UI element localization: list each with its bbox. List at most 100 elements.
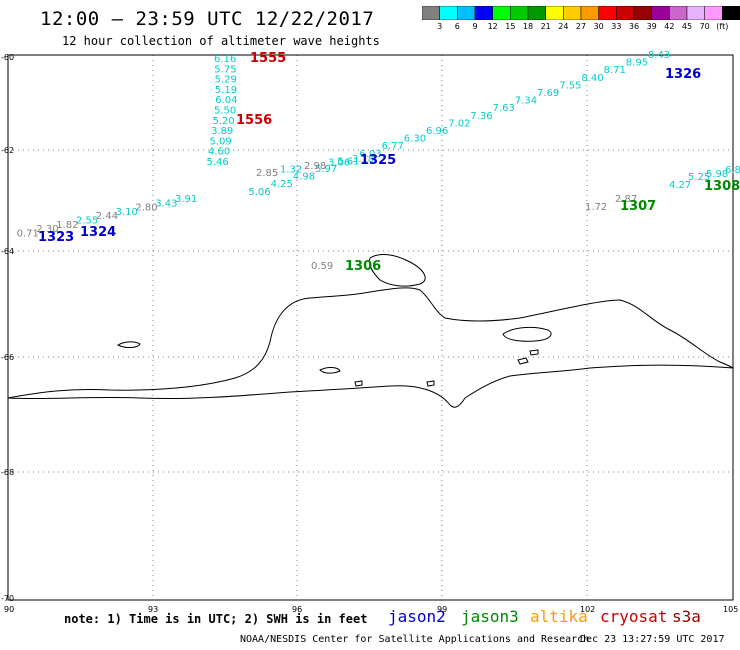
wave-height-value: 1.32 xyxy=(280,165,302,176)
wave-height-value: 4.98 xyxy=(293,172,315,183)
wave-height-value: 3.91 xyxy=(175,194,197,205)
wave-height-value: 7.36 xyxy=(470,111,492,122)
wave-height-value: 5.50 xyxy=(214,106,236,117)
track-time-label: 1556 xyxy=(236,113,272,128)
wave-height-value: 8.43 xyxy=(648,50,670,61)
wave-height-value: 6.04 xyxy=(215,95,237,106)
color-scale-label: 6 xyxy=(454,22,460,31)
lat-label: -62 xyxy=(1,146,14,155)
wave-height-value: 1.72 xyxy=(585,202,607,213)
color-scale-label: 36 xyxy=(628,22,640,31)
lon-label: 96 xyxy=(292,605,302,614)
wave-height-value: 6.77 xyxy=(382,141,404,152)
wave-height-value: 4.25 xyxy=(271,179,293,190)
wave-height-value: 5.25 xyxy=(688,172,710,183)
lon-label: 90 xyxy=(4,605,14,614)
color-scale-label: 70 xyxy=(699,22,710,31)
track-time-label: 1306 xyxy=(345,259,381,274)
color-scale-label: 12 xyxy=(487,22,498,31)
wave-height-value: 5.06 xyxy=(248,187,270,198)
lon-label: 99 xyxy=(437,605,447,614)
wave-height-value: 5.46 xyxy=(207,157,229,168)
wave-height-value: 6.96 xyxy=(426,126,448,137)
lon-label: 105 xyxy=(723,605,738,614)
color-scale-label: (ft) xyxy=(716,22,729,31)
wave-height-value: 2.30 xyxy=(36,224,58,235)
wave-height-value: 5.61 xyxy=(337,156,359,167)
legend-s3a: s3a xyxy=(672,607,701,626)
wave-height-value: 5.98 xyxy=(706,169,728,180)
wave-height-value: 3.43 xyxy=(155,198,177,209)
color-scale-label: 15 xyxy=(505,22,516,31)
footer-note: note: 1) Time is in UTC; 2) SWH is in fe… xyxy=(64,612,368,626)
wave-height-value: 5.75 xyxy=(214,64,236,75)
wave-height-value: 3.18 xyxy=(352,154,374,165)
lat-label: -64 xyxy=(1,247,14,256)
wave-height-value: 4.60 xyxy=(208,147,230,158)
lat-label: -70 xyxy=(1,594,14,603)
color-scale-labels: 3 6 9 12 15 18 21 24 27 30 33 36 39 42 45 70 (ft) xyxy=(422,22,740,34)
legend-altika: altika xyxy=(530,607,588,626)
wave-height-value: 4.27 xyxy=(669,180,691,191)
lat-label: -60 xyxy=(1,53,14,62)
color-scale-label: 33 xyxy=(611,22,622,31)
wave-height-value: 7.34 xyxy=(515,96,537,107)
track-time-label: 1324 xyxy=(80,225,116,240)
track-time-label: 1323 xyxy=(38,230,74,245)
wave-height-value: 2.44 xyxy=(96,211,118,222)
color-scale-label: 21 xyxy=(540,22,551,31)
wave-height-value: 3.10 xyxy=(116,207,138,218)
wave-height-value: 3.06 xyxy=(328,158,350,169)
wave-height-value: 2.85 xyxy=(256,168,278,179)
wave-height-value: 0.59 xyxy=(311,261,333,272)
wave-height-value: 0.71 xyxy=(17,228,39,239)
wave-height-value: 8.71 xyxy=(604,65,626,76)
color-scale-label: 42 xyxy=(664,22,675,31)
wave-height-value: 2.55 xyxy=(76,216,98,227)
color-scale-label: 39 xyxy=(646,22,657,31)
coastline xyxy=(7,254,734,408)
wave-height-value: 5.29 xyxy=(215,75,237,86)
wave-height-value: 8.95 xyxy=(626,58,648,69)
wave-height-value: 5.20 xyxy=(213,116,235,127)
credit-text: NOAA/NESDIS Center for Satellite Applica… xyxy=(240,634,590,645)
wave-height-value: 3.89 xyxy=(211,126,233,137)
map-subtitle: 12 hour collection of altimeter wave hei… xyxy=(62,34,380,48)
lon-label: 93 xyxy=(148,605,158,614)
wave-height-value: 7.63 xyxy=(493,103,515,114)
wave-height-value: 2.87 xyxy=(615,194,637,205)
wave-height-value: 7.55 xyxy=(559,80,581,91)
color-scale-label: 18 xyxy=(522,22,534,31)
generated-timestamp: Dec 23 13:27:59 UTC 2017 xyxy=(580,634,725,645)
color-scale-label: 27 xyxy=(575,22,587,31)
legend-jason3: jason3 xyxy=(461,607,519,626)
color-scale-label: 9 xyxy=(472,22,478,31)
color-scale-label: 30 xyxy=(593,22,604,31)
altimeter-tracks: 6.165.755.295.196.045.505.203.895.094.60… xyxy=(17,50,740,274)
wave-height-value: 2.80 xyxy=(135,203,157,214)
wave-height-value: 7.02 xyxy=(448,118,470,129)
map-title: 12:00 – 23:59 UTC 12/22/2017 xyxy=(40,8,375,30)
color-scale-label: 24 xyxy=(558,22,569,31)
wave-height-value: 7.69 xyxy=(537,88,559,99)
wave-height-value: 6.16 xyxy=(214,54,236,65)
lat-label: -66 xyxy=(1,353,14,362)
map-frame xyxy=(7,54,734,601)
legend-jason2: jason2 xyxy=(388,607,446,626)
legend-cryosat: cryosat xyxy=(600,607,668,626)
lat-label: -68 xyxy=(1,468,14,477)
color-scale-label: 3 xyxy=(437,22,443,31)
lon-label: 102 xyxy=(580,605,595,614)
color-scale-label: 45 xyxy=(681,22,693,31)
track-time-label: 1307 xyxy=(620,199,656,214)
wave-height-value: 5.09 xyxy=(210,136,232,147)
track-time-label: 1325 xyxy=(360,153,396,168)
wave-height-value: 8.40 xyxy=(581,73,603,84)
color-scale-bar xyxy=(422,6,740,20)
wave-height-value: 2.98 xyxy=(304,161,326,172)
wave-height-value: 6.30 xyxy=(404,134,426,145)
color-swatch xyxy=(722,6,740,20)
track-time-label: 1555 xyxy=(250,51,286,66)
wave-height-value: 6.8 xyxy=(725,165,740,176)
